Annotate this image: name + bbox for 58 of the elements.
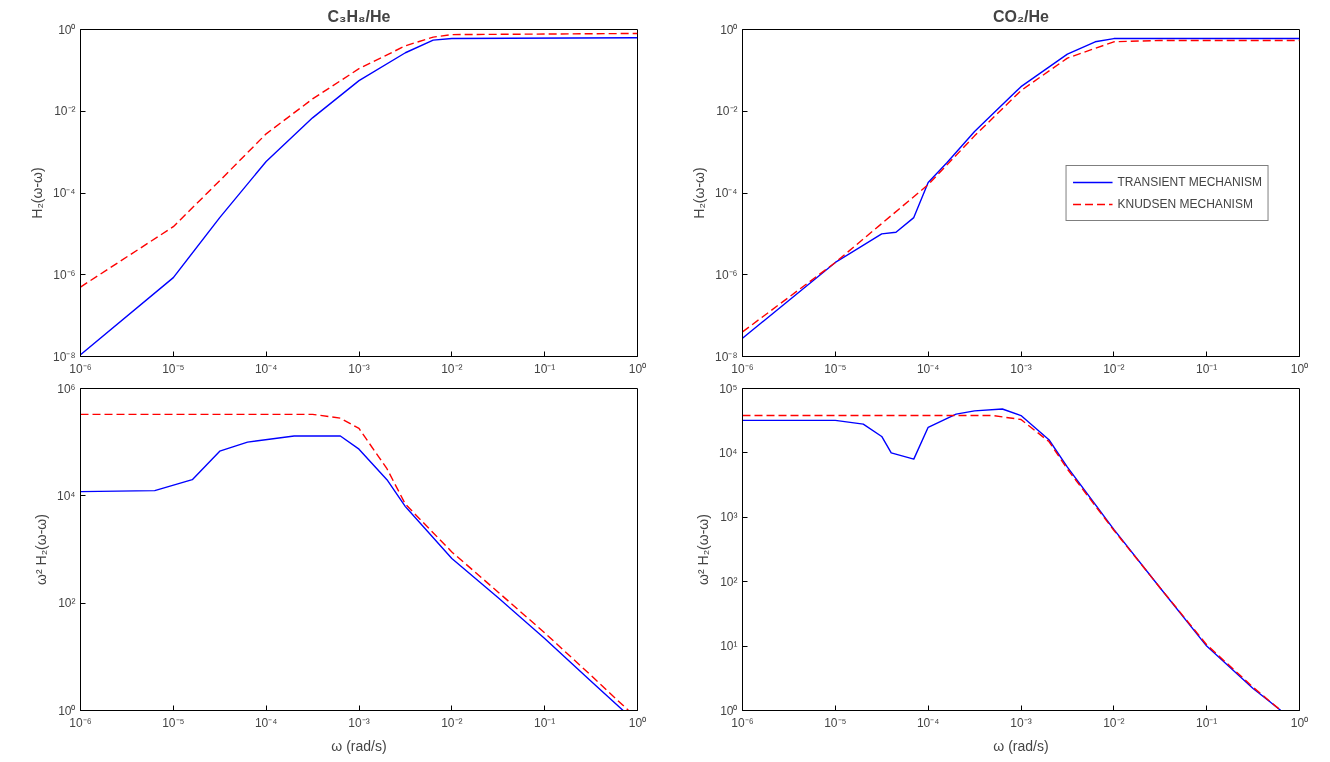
y-tick-label: 10⁴ — [57, 488, 76, 503]
x-tick-label: 10⁻⁵ — [824, 715, 847, 730]
x-tick-label: 10⁻⁴ — [254, 715, 278, 730]
y-tick-label: 10⁰ — [720, 703, 738, 718]
x-tick-label: 10⁰ — [1290, 361, 1309, 376]
x-tick-label: 10⁻⁶ — [731, 715, 754, 730]
y-tick-label: 10⁰ — [58, 703, 76, 718]
y-tick-label: 10⁻⁶ — [715, 267, 738, 282]
x-tick-label: 10⁻⁵ — [162, 361, 185, 376]
x-tick-label: 10⁻¹ — [1195, 361, 1218, 376]
y-tick-label: 10⁻⁸ — [53, 349, 76, 364]
x-tick-label: 10⁻⁶ — [69, 715, 92, 730]
x-tick-label: 10⁰ — [628, 715, 647, 730]
x-tick-label: 10⁻⁶ — [731, 361, 754, 376]
x-tick-label: 10⁻¹ — [533, 361, 556, 376]
x-tick-label: 10⁻² — [1103, 361, 1125, 376]
y-tick-label: 10⁻² — [54, 104, 76, 119]
x-tick-label: 10⁰ — [1290, 715, 1309, 730]
y-tick-label: 10⁻⁴ — [715, 186, 738, 200]
y-tick-label: 10² — [58, 596, 76, 611]
x-tick-label: 10⁻³ — [348, 715, 370, 730]
x-tick-label: 10⁻³ — [348, 361, 370, 376]
x-tick-label: 10⁻³ — [1010, 715, 1032, 730]
x-axis-title: ω (rad/s) — [993, 737, 1049, 754]
y-tick-label: 10⁻⁴ — [53, 186, 76, 200]
y-tick-label: 10⁰ — [720, 22, 738, 37]
y-tick-label: 10² — [720, 574, 738, 589]
x-axis-title: ω (rad/s) — [331, 737, 387, 754]
x-tick-label: 10⁻⁶ — [69, 361, 92, 376]
y-tick-label: 10⁻⁶ — [53, 267, 76, 282]
x-tick-label: 10⁻⁴ — [254, 361, 278, 376]
y-tick-label: 10⁴ — [719, 445, 738, 460]
x-tick-label: 10⁻³ — [1010, 361, 1032, 376]
chart-title: CO₂/He — [993, 7, 1050, 25]
y-axis-title: H₂(ω-ω) — [29, 167, 45, 219]
y-tick-label: 10⁻⁸ — [715, 349, 738, 364]
y-tick-label: 10⁰ — [58, 22, 76, 37]
y-axis-title: ω² H₂(ω-ω) — [695, 514, 711, 585]
y-axis-title: H₂(ω-ω) — [691, 167, 707, 219]
chart-title: C₃H₈/He — [327, 7, 391, 25]
x-tick-label: 10⁰ — [628, 361, 647, 376]
x-tick-label: 10⁻² — [441, 361, 463, 376]
y-tick-label: 10⁻² — [716, 104, 738, 119]
x-tick-label: 10⁻⁴ — [916, 361, 940, 376]
x-tick-label: 10⁻⁵ — [162, 715, 185, 730]
x-tick-label: 10⁻¹ — [533, 715, 556, 730]
y-tick-label: 10⁵ — [719, 381, 738, 396]
legend-label: KNUDSEN MECHANISM — [1117, 196, 1253, 211]
y-tick-label: 10³ — [720, 510, 738, 525]
x-tick-label: 10⁻² — [441, 715, 463, 730]
x-tick-label: 10⁻² — [1103, 715, 1125, 730]
y-tick-label: 10¹ — [720, 639, 738, 654]
x-tick-label: 10⁻⁵ — [824, 361, 847, 376]
x-tick-label: 10⁻⁴ — [916, 715, 940, 730]
x-tick-label: 10⁻¹ — [1195, 715, 1218, 730]
legend-label: TRANSIENT MECHANISM — [1117, 174, 1262, 189]
y-axis-title: ω² H₂(ω-ω) — [33, 514, 49, 585]
y-tick-label: 10⁶ — [57, 381, 76, 396]
